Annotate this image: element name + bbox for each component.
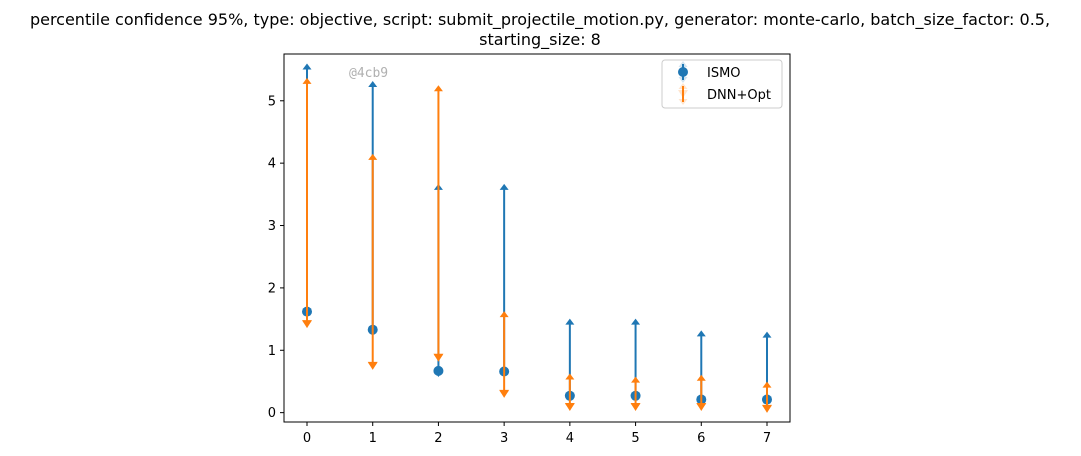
ismo-upper-cap	[696, 330, 706, 337]
dnn-opt-point	[433, 353, 444, 362]
dnn-opt-upper-cap	[696, 374, 706, 381]
x-tick-label: 6	[697, 431, 705, 446]
dnn-opt-upper-cap	[565, 373, 575, 380]
dnn-opt-point	[367, 361, 378, 370]
dnn-opt-point	[762, 404, 772, 413]
y-tick-label: 0	[268, 406, 276, 421]
ismo-upper-cap	[762, 331, 772, 338]
legend-label-dnn-opt: DNN+Opt	[707, 88, 771, 103]
dnn-opt-upper-cap	[762, 381, 772, 388]
dnn-opt-point	[499, 389, 510, 398]
dnn-opt-upper-cap	[631, 376, 641, 383]
dnn-opt-point	[564, 403, 575, 412]
x-tick-label: 3	[500, 431, 508, 446]
x-tick-label: 5	[631, 431, 639, 446]
x-tick-label: 2	[434, 431, 442, 446]
ismo-upper-cap	[302, 63, 312, 70]
y-tick-label: 5	[268, 94, 276, 109]
axes-frame	[283, 53, 791, 423]
ismo-legend-marker	[678, 67, 688, 77]
ismo-upper-cap	[631, 318, 641, 325]
x-tick-label: 7	[763, 431, 771, 446]
legend-box	[661, 59, 783, 109]
dnn-opt-point	[630, 403, 641, 412]
ismo-upper-cap	[499, 183, 509, 190]
dnn-opt-upper-cap	[302, 77, 312, 84]
y-tick-label: 1	[268, 344, 276, 359]
ismo-upper-cap	[565, 318, 575, 325]
y-tick-label: 3	[268, 219, 276, 234]
ismo-upper-cap	[368, 80, 378, 87]
ismo-point	[433, 365, 444, 376]
watermark-label: @4cb9	[349, 66, 388, 81]
x-tick-label: 0	[303, 431, 311, 446]
y-tick-label: 2	[268, 281, 276, 296]
y-tick-label: 4	[268, 157, 276, 172]
x-tick-label: 1	[369, 431, 377, 446]
dnn-opt-point	[302, 320, 312, 329]
dnn-opt-upper-cap	[368, 153, 378, 160]
dnn-opt-upper-cap	[433, 85, 443, 92]
dnn-opt-point	[696, 403, 707, 412]
dnn-opt-upper-cap	[499, 311, 509, 318]
plot-area: 0 1 2 3 4 5 6 7 0 1 2 3 4 5	[268, 53, 791, 446]
legend-label-ismo: ISMO	[707, 66, 741, 81]
chart-title-line-2: starting_size: 8	[479, 30, 601, 50]
x-tick-label: 4	[566, 431, 574, 446]
chart-title-line-1: percentile confidence 95%, type: objecti…	[30, 10, 1050, 30]
legend: ISMO DNN+Opt	[661, 59, 783, 109]
